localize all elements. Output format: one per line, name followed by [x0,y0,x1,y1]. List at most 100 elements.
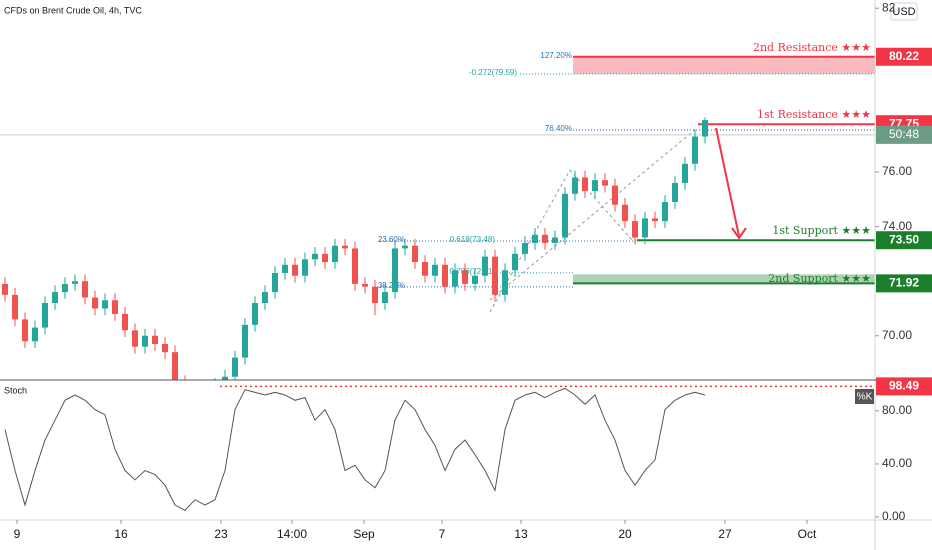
countdown: 50:48 [889,127,919,141]
level-label: 1st Resistance ★★★ [757,108,871,121]
level-label: 1st Support ★★★ [772,224,871,237]
candle-body [662,202,668,222]
arrow-head [731,227,747,240]
candle-body [702,120,708,137]
x-tick-label: Oct [798,527,817,541]
legend-box [855,389,874,404]
x-tick-label: 16 [114,527,128,541]
price-label-box [876,274,932,293]
candle-body [422,262,428,276]
candle-body [42,303,48,328]
fib-label: 0.786(72.31) [450,267,496,276]
candle-body [442,264,448,287]
price-label: 73.50 [889,232,919,246]
candle-body [222,376,228,380]
candle-body [62,283,68,293]
candle-body [632,221,638,238]
candle-body [52,292,58,304]
candle-body [342,245,348,249]
fib-trend [489,127,698,301]
candle-body [162,343,168,353]
candle-body [22,319,28,342]
y-tick-label: 40.00 [882,456,912,470]
candle-body [322,253,328,263]
candle-body [602,180,608,186]
candle-body [392,248,398,293]
overlay: 2nd Resistance ★★★ 1st Resistance ★★★ 1st … [715,41,871,285]
candle-body [252,303,258,325]
candle-body [692,136,698,164]
fib-label: 0.618(73.48) [450,235,496,244]
fib-label: 23.60% [378,235,405,244]
x-tick-label: 13 [514,527,528,541]
fib-label: 76.40% [545,124,572,133]
candle-body [472,275,478,284]
fib-label: 127.20% [540,51,572,60]
stoch-line [4,387,706,511]
stoch-label-box [876,377,932,396]
indicator-title: Stoch [4,385,27,395]
candle-body [432,264,438,276]
candle-body [122,313,128,331]
zone [573,274,875,284]
candle-body [152,335,158,344]
candle-body [102,300,108,309]
candle-body [402,245,408,249]
candle-body [262,292,268,304]
fib-label: 38.20% [378,281,405,290]
candle-body [312,253,318,260]
x-tick-label: Sep [353,527,375,541]
candle-body [462,270,468,284]
candle-body [82,281,88,298]
candle-body [572,177,578,194]
candle-body [72,281,78,284]
currency-box[interactable] [890,2,918,21]
candle-body [132,330,138,347]
legend: %K [857,392,873,403]
candle-body [482,256,488,276]
zone [573,56,875,74]
candle-body [92,297,98,309]
y-tick-label: 80.00 [882,403,912,417]
candle-body [672,182,678,203]
candle-body [492,256,498,295]
y-tick-label: 0.00 [882,509,906,523]
chart-title: CFDs on Brent Crude Oil, 4h, TVC [4,5,142,15]
price-label-box [876,231,932,250]
candle-body [272,272,278,293]
candle-body [642,218,648,238]
candle-body [352,248,358,284]
candle-body [582,177,588,192]
level-label: 2nd Support ★★★ [768,272,871,285]
candle-body [682,163,688,183]
candle-body [382,292,388,304]
candle-body [612,185,618,205]
candle-body [522,242,528,254]
candle-body [12,294,18,320]
arrow [715,127,740,237]
stoch-label: 98.49 [889,379,919,393]
candle-body [302,259,308,276]
candle-body [532,234,538,243]
candle-body [542,234,548,243]
x-tick-label: 7 [439,527,446,541]
y-tick-label: 82 [882,0,896,14]
candle-body [412,245,418,263]
candle-body [112,300,118,314]
candle-body [502,270,508,295]
price-label-box [876,47,932,66]
candle-body [332,245,338,263]
candle-body [512,253,518,271]
candle-body [362,283,368,287]
currency: USD [892,6,915,18]
candle-body [172,352,178,380]
candle-body [282,264,288,273]
price-panel: 127.20% -0.272(79.59) 76.40% 23.60% 0.618(73… [0,51,875,380]
candle-body [372,286,378,304]
candle-body [242,324,248,358]
candle-body [552,237,558,243]
x-tick-label: 20 [618,527,632,541]
candle-body [562,193,568,238]
x-tick-label: 23 [214,527,228,541]
